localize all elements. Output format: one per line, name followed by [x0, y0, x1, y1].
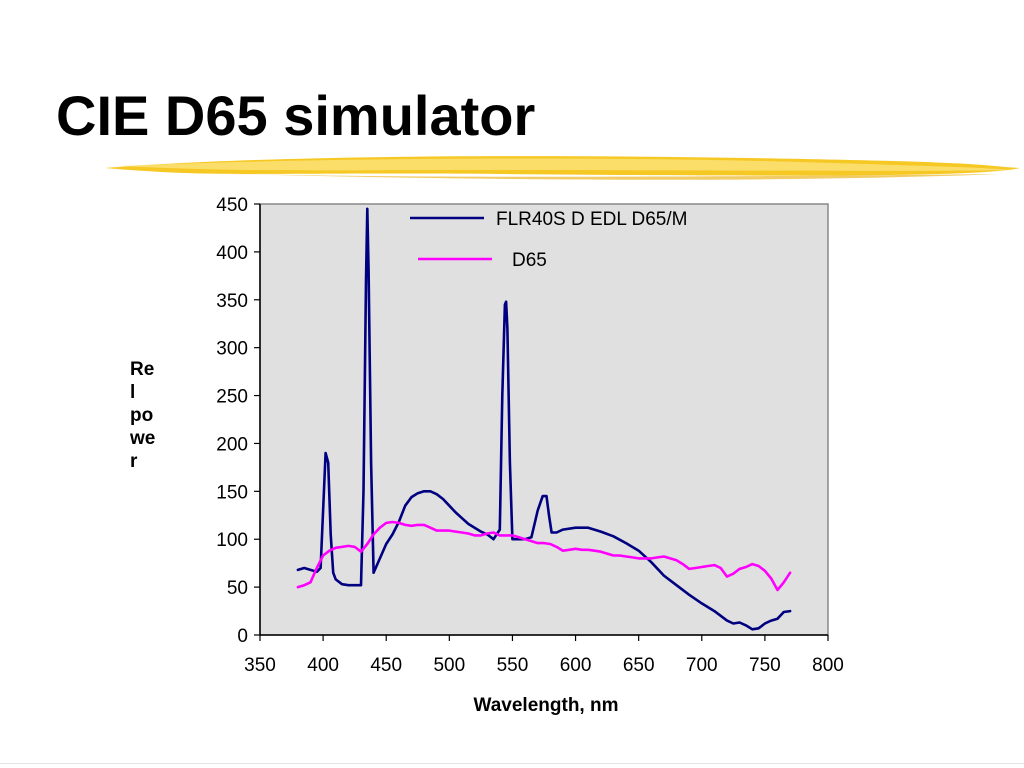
y-axis-title-line: po — [130, 405, 153, 426]
bottom-rule — [0, 763, 1024, 764]
x-tick-label: 600 — [560, 655, 592, 676]
y-tick-label: 150 — [216, 482, 248, 503]
y-axis-title-line: Re — [130, 359, 154, 380]
y-tick-label: 0 — [237, 626, 248, 647]
tick-layer: 0 50 100 150 200 250 300 350 400 450 350 400 450 500 5… — [216, 195, 844, 676]
series-line-d65 — [296, 520, 792, 592]
y-axis-title-line: r — [130, 451, 138, 472]
y-tick-label: 100 — [216, 530, 248, 551]
y-tick-label: 200 — [216, 434, 248, 455]
y-axis-title-line: we — [129, 428, 155, 449]
x-tick-label: 700 — [686, 655, 718, 676]
axis-layer — [259, 204, 828, 636]
y-tick-label: 250 — [216, 387, 248, 408]
x-tick-label: 750 — [749, 655, 781, 676]
x-tick-label: 800 — [812, 655, 844, 676]
underline-stroke-light — [120, 158, 1015, 171]
x-tick-label: 550 — [497, 655, 529, 676]
y-axis-title-text: Re l po we r — [129, 359, 155, 472]
plot-area — [259, 203, 829, 636]
legend-label: D65 — [512, 250, 547, 271]
underline-stroke-dark — [160, 172, 1000, 180]
series-layer — [296, 207, 792, 631]
x-axis-title: Wavelength, nm — [474, 695, 619, 716]
y-tick-label: 400 — [216, 243, 248, 264]
y-tick-label: 300 — [216, 339, 248, 360]
y-tick-label: 50 — [227, 578, 248, 599]
x-tick-label: 450 — [370, 655, 402, 676]
title-underline-stroke — [105, 156, 1020, 180]
y-axis-title: Re l po we r — [129, 359, 155, 472]
slide-title: CIE D65 simulator — [56, 84, 536, 147]
y-tick-label: 350 — [216, 291, 248, 312]
legend-label: FLR40S D EDL D65/M — [496, 209, 687, 230]
x-tick-label: 350 — [244, 655, 276, 676]
y-tick-label: 450 — [216, 195, 248, 216]
x-tick-label: 400 — [307, 655, 339, 676]
y-axis-title-line: l — [130, 382, 135, 403]
x-tick-label: 500 — [433, 655, 465, 676]
x-tick-label: 650 — [623, 655, 655, 676]
legend: FLR40S D EDL D65/M D65 — [410, 209, 687, 271]
